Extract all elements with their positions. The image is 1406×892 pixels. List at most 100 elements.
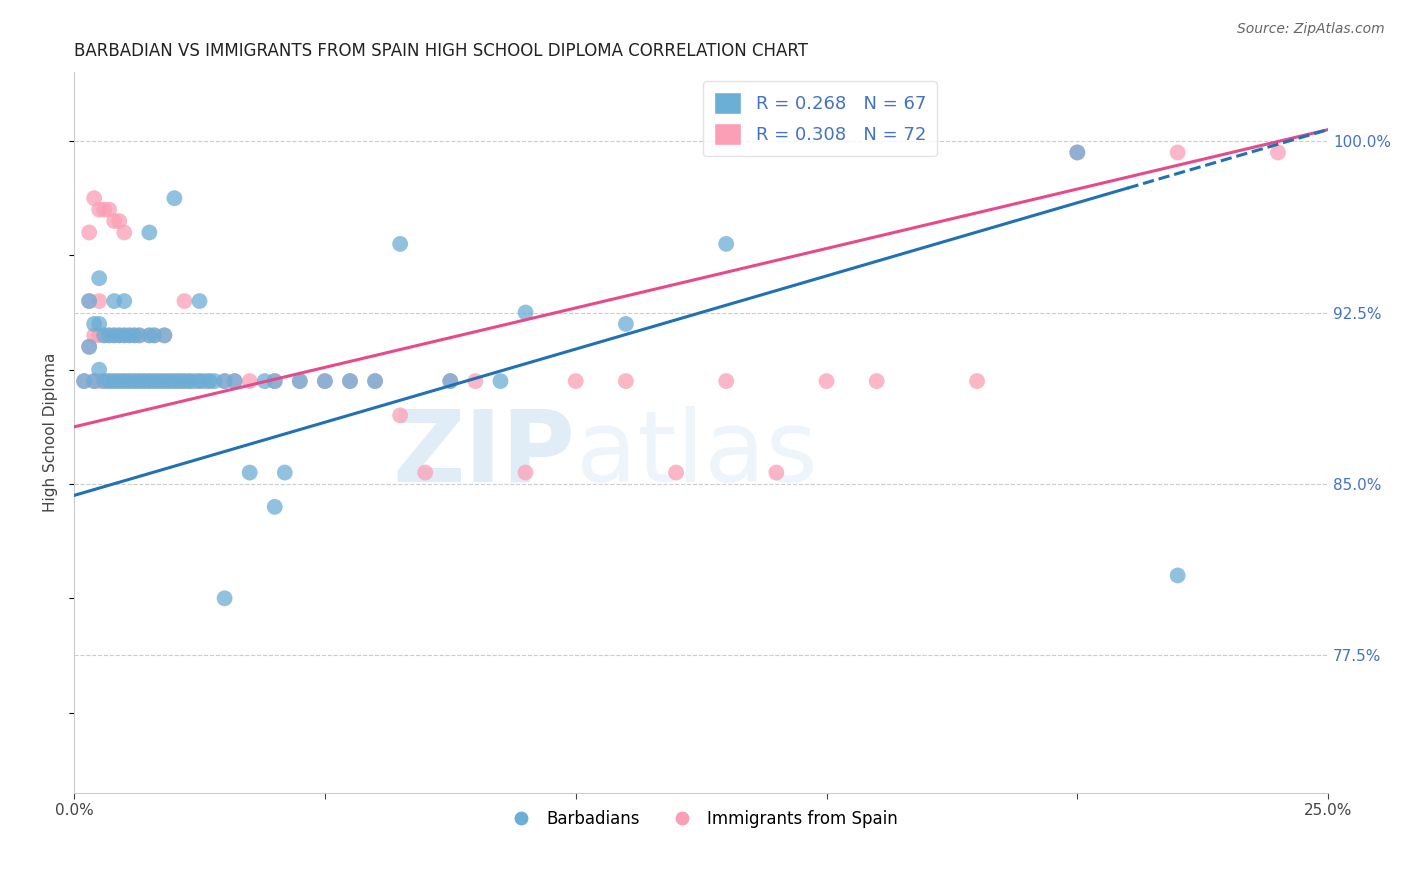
Point (314, 374, 336, 388)
Point (214, 374, 236, 388)
Point (124, 374, 146, 388)
Point (714, 236, 737, 251)
Point (339, 374, 361, 388)
Point (77, 340, 100, 354)
Point (274, 466, 297, 480)
Point (153, 328, 176, 343)
Point (128, 374, 150, 388)
Point (89, 317, 111, 331)
Point (163, 374, 186, 388)
Point (103, 328, 125, 343)
Point (224, 374, 246, 388)
Point (108, 328, 131, 343)
Point (183, 374, 205, 388)
Point (112, 374, 135, 388)
Point (288, 374, 311, 388)
Point (89, 328, 111, 343)
Point (112, 328, 135, 343)
Point (173, 374, 195, 388)
Point (179, 374, 201, 388)
Point (765, 466, 787, 480)
Point (1066, 145, 1088, 160)
Point (815, 374, 838, 388)
Point (138, 328, 160, 343)
Point (134, 374, 156, 388)
Point (128, 328, 150, 343)
Point (163, 374, 186, 388)
Point (1267, 145, 1289, 160)
Point (198, 374, 221, 388)
Point (464, 374, 486, 388)
Text: atlas: atlas (575, 406, 817, 503)
Point (108, 374, 131, 388)
Point (163, 191, 186, 205)
Point (389, 409, 412, 423)
Point (112, 294, 135, 309)
Point (148, 374, 170, 388)
Point (314, 374, 336, 388)
Text: BARBADIAN VS IMMIGRANTS FROM SPAIN HIGH SCHOOL DIPLOMA CORRELATION CHART: BARBADIAN VS IMMIGRANTS FROM SPAIN HIGH … (75, 42, 808, 60)
Point (128, 328, 150, 343)
Point (239, 374, 262, 388)
Point (173, 374, 195, 388)
Point (108, 214, 131, 228)
Point (89, 202, 111, 217)
Point (93, 202, 115, 217)
Text: Source: ZipAtlas.com: Source: ZipAtlas.com (1237, 22, 1385, 37)
Point (198, 374, 221, 388)
Point (169, 374, 191, 388)
Point (143, 374, 166, 388)
Point (98, 374, 121, 388)
Point (98, 202, 121, 217)
Point (179, 374, 201, 388)
Point (89, 362, 111, 376)
Point (364, 374, 387, 388)
Point (134, 374, 156, 388)
Point (93, 328, 115, 343)
Point (339, 374, 361, 388)
Point (263, 500, 285, 514)
Point (143, 328, 166, 343)
Point (966, 374, 988, 388)
Point (138, 374, 160, 388)
Point (103, 294, 125, 309)
Point (77, 294, 100, 309)
Point (98, 328, 121, 343)
Point (263, 374, 285, 388)
Point (118, 328, 141, 343)
Point (224, 374, 246, 388)
Point (118, 374, 141, 388)
Point (253, 374, 276, 388)
Text: ZIP: ZIP (392, 406, 575, 503)
Point (143, 328, 166, 343)
Point (93, 328, 115, 343)
Point (263, 374, 285, 388)
Point (169, 374, 191, 388)
Point (93, 374, 115, 388)
Point (138, 226, 160, 240)
Point (112, 226, 135, 240)
Point (1167, 145, 1189, 160)
Point (439, 374, 461, 388)
Point (98, 328, 121, 343)
Point (173, 294, 195, 309)
Point (489, 374, 512, 388)
Point (214, 374, 236, 388)
Point (153, 374, 176, 388)
Point (124, 374, 146, 388)
Point (157, 374, 180, 388)
Point (515, 305, 537, 319)
Point (103, 328, 125, 343)
Point (148, 374, 170, 388)
Point (77, 226, 100, 240)
Point (1066, 145, 1088, 160)
Point (1167, 568, 1189, 582)
Point (153, 374, 176, 388)
Point (77, 294, 100, 309)
Point (108, 328, 131, 343)
Point (73, 374, 96, 388)
Point (124, 328, 146, 343)
Point (112, 374, 135, 388)
Point (93, 374, 115, 388)
Point (239, 466, 262, 480)
